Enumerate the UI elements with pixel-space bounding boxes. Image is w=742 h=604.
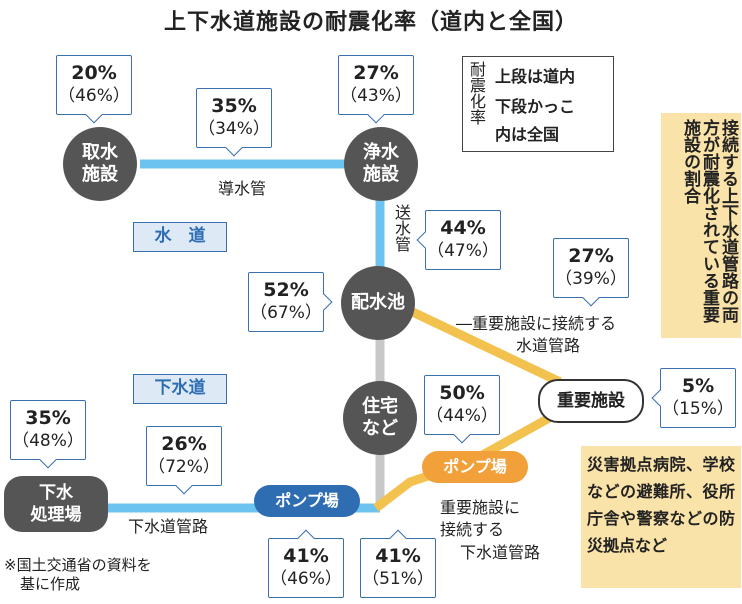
callout-sewer-pipe: 26% （72%）	[146, 426, 222, 495]
housing-node: 住宅 など	[343, 381, 417, 455]
callout-water-important-sub: （39%）	[555, 269, 627, 289]
callout-supply: 44% （47%）	[416, 210, 501, 270]
callout-intake-sub: （46%）	[58, 86, 130, 106]
callout-purification-sub: （43%）	[340, 86, 412, 106]
callout-sewage-sub: （48%）	[12, 431, 84, 451]
callout-sewer-pipe-main: 26%	[161, 433, 207, 455]
legend-line1: 上段は道内	[495, 67, 576, 86]
conduit-label: 導水管	[218, 179, 267, 198]
callout-supply-sub: （47%）	[427, 241, 499, 261]
source-note: ※国土交通省の資料を 基に作成	[4, 556, 152, 594]
section-label-water: 水 道	[133, 222, 227, 252]
callout-reservoir: 52% （67%）	[248, 272, 333, 332]
callout-intake: 20% （46%）	[56, 55, 132, 124]
callout-sewer-pipe-sub: （72%）	[148, 457, 220, 477]
pump-station-blue: ポンプ場	[254, 485, 360, 517]
callout-pump-blue: 41% （46%）	[268, 529, 344, 598]
annotation-vertical: 接続する上下水道管路の両方が耐震化されている重要施設の割合	[661, 113, 741, 338]
water-important-label-2: 水道管路	[516, 336, 581, 355]
callout-sewer-important: 41% （51%）	[360, 529, 436, 598]
callout-important: 5% （15%）	[651, 368, 736, 428]
sewer-important-label-3: 下水道管路	[460, 543, 541, 562]
supply-label: 送水管	[392, 204, 411, 252]
sewer-pipe-label: 下水道管路	[128, 517, 209, 536]
purification-node: 浄水 施設	[344, 127, 418, 201]
callout-conduit-sub: （34%）	[198, 119, 270, 139]
legend: 耐震化率 上段は道内 下段かっこ 内は全国	[462, 56, 614, 152]
reservoir-node: 配水池	[341, 266, 415, 340]
callout-sewage-main: 35%	[25, 407, 71, 429]
callout-pump-blue-main: 41%	[283, 545, 329, 567]
callout-pump-blue-sub: （46%）	[270, 569, 342, 589]
section-label-sewer: 下水道	[133, 374, 227, 404]
callout-pump-orange-sub: （44%）	[426, 406, 498, 426]
sewer-important-label-1: 重要施設に	[440, 498, 521, 517]
source-note-line1: ※国土交通省の資料を	[4, 556, 152, 574]
callout-purification-main: 27%	[353, 62, 399, 84]
source-note-line2: 基に作成	[20, 575, 81, 593]
callout-important-main: 5%	[681, 375, 715, 397]
callout-intake-main: 20%	[71, 62, 117, 84]
callout-sewer-important-main: 41%	[375, 545, 421, 567]
pump-station-orange: ポンプ場	[422, 451, 528, 483]
sewer-important-label-2: 接続する	[440, 520, 505, 539]
legend-line3: 内は全国	[495, 125, 560, 144]
callout-conduit: 35% （34%）	[196, 88, 272, 157]
callout-important-sub: （15%）	[662, 399, 734, 419]
legend-line2: 下段かっこ	[495, 97, 576, 116]
callout-reservoir-sub: （67%）	[250, 303, 322, 323]
page-title: 上下水道施設の耐震化率（道内と全国）	[163, 10, 578, 35]
callout-purification: 27% （43%）	[338, 55, 414, 124]
callout-reservoir-main: 52%	[263, 279, 309, 301]
callout-supply-main: 44%	[440, 217, 486, 239]
callout-water-important: 27% （39%）	[553, 238, 629, 307]
callout-conduit-main: 35%	[211, 95, 257, 117]
callout-sewage: 35% （48%）	[10, 400, 86, 469]
legend-vertical-label: 耐震化率	[467, 61, 486, 125]
important-facility-node: 重要施設	[538, 379, 644, 423]
water-important-label-1: ―重要施設に接続する	[456, 314, 617, 333]
water-important-pipe	[398, 301, 562, 387]
annotation-facilities: 災害拠点病院、学校などの避難所、役所庁舎や警察などの防災拠点など	[581, 446, 741, 588]
callout-water-important-main: 27%	[568, 245, 614, 267]
callout-pump-orange-main: 50%	[439, 382, 485, 404]
callout-pump-orange: 50% （44%）	[424, 375, 500, 444]
sewage-plant-node: 下水 処理場	[4, 476, 108, 532]
callout-sewer-important-sub: （51%）	[362, 569, 434, 589]
intake-node: 取水 施設	[63, 127, 137, 201]
